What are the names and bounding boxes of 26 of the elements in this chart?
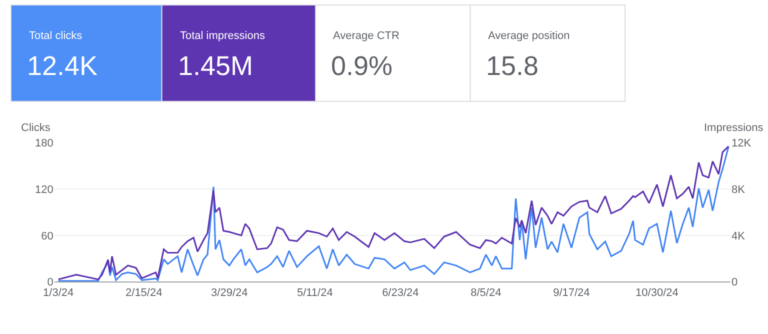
text: 0.9% [331, 51, 393, 81]
text: Average position [488, 30, 570, 42]
text: 12.4K [27, 51, 98, 81]
text: Average CTR [333, 30, 400, 42]
text: Total impressions [180, 30, 266, 42]
y-tick-label: 120 [35, 184, 54, 196]
x-tick-label: 6/23/24 [382, 286, 419, 299]
y-tick-label: 0 [47, 276, 54, 289]
text: 15.8 [486, 51, 539, 81]
x-tick-label: 8/5/24 [470, 286, 502, 299]
x-tick-label: 2/15/24 [126, 286, 162, 299]
y2-tick-label: 4K [732, 230, 746, 242]
y-tick-label: 180 [35, 138, 54, 150]
y-tick-label: 60 [41, 230, 54, 242]
y-axis-title: Clicks [21, 122, 51, 134]
y2-tick-label: 0 [732, 276, 738, 289]
x-tick-label: 5/11/24 [296, 286, 333, 299]
x-tick-label: 1/3/24 [43, 286, 74, 299]
y2-tick-label: 8K [732, 184, 746, 196]
y2-tick-label: 12K [732, 138, 752, 150]
x-tick-label: 9/17/24 [553, 286, 590, 299]
text: 1.45M [178, 51, 254, 81]
y2-axis-title: Impressions [704, 122, 764, 134]
x-tick-label: 3/29/24 [211, 286, 248, 299]
x-tick-label: 10/30/24 [636, 286, 678, 299]
text: Total clicks [29, 30, 83, 42]
